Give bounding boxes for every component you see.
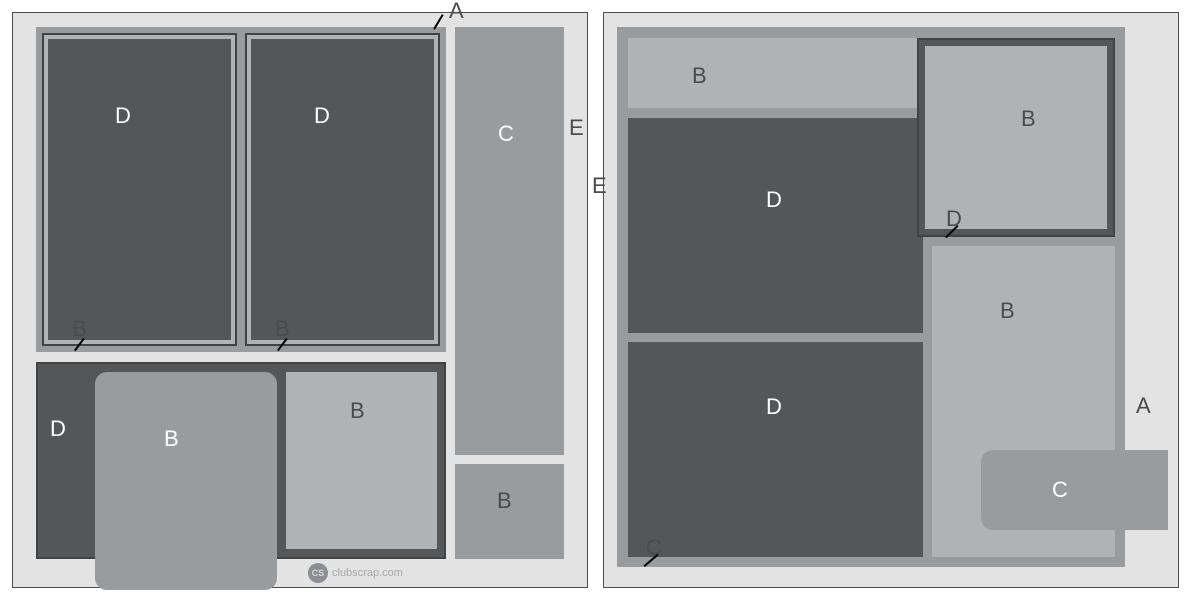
label-p1-journal-B: B <box>164 428 179 450</box>
p2-photo-D-top <box>628 118 923 333</box>
label-p2-photo-D-bot: D <box>766 396 782 418</box>
label-p1-mat-B-left: B <box>72 318 87 340</box>
label-p2-photo-D-top: D <box>766 189 782 211</box>
label-p2-frame: E <box>592 175 607 197</box>
label-p2-mat-D-small: D <box>946 208 962 230</box>
label-p2-strip-A: A <box>1136 395 1151 417</box>
label-p1-photo-D-left: D <box>115 105 131 127</box>
p1-photo-D-right <box>251 39 434 340</box>
label-p2-right-B: B <box>1000 300 1015 322</box>
label-p2-tab-C: C <box>1052 479 1068 501</box>
p2-right-top-B <box>925 46 1107 229</box>
p2-photo-D-bot <box>628 342 923 557</box>
watermark-text: clubscrap.com <box>332 567 403 579</box>
label-p1-bottom-D: D <box>50 418 66 440</box>
label-p1-mat-B-right: B <box>275 318 290 340</box>
label-p1-strip-C: C <box>498 123 514 145</box>
layout-diagram: ABBDDCEDBBBEACBDDDBBCCSclubscrap.com <box>0 0 1191 602</box>
label-p1-frame: E <box>569 117 584 139</box>
label-p1-photo-D-right: D <box>314 105 330 127</box>
label-p2-right-top-B: B <box>1021 108 1036 130</box>
label-p1-mat-A: A <box>449 0 464 22</box>
p1-strip-C <box>455 27 564 455</box>
label-p1-square-B: B <box>497 490 512 512</box>
watermark: CS clubscrap.com <box>308 563 403 583</box>
label-p2-top-B: B <box>692 65 707 87</box>
p1-photo-D-left <box>48 39 231 340</box>
p2-tab-C <box>981 450 1168 530</box>
watermark-badge: CS <box>308 563 328 583</box>
label-p1-bottom-B: B <box>350 400 365 422</box>
p1-journal-B <box>95 372 277 590</box>
